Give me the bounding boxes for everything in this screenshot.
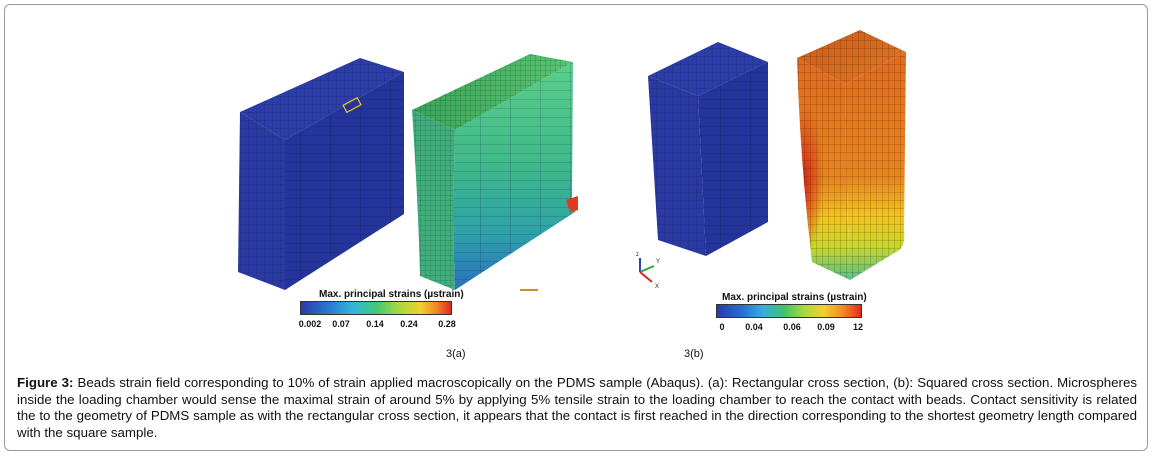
- caption-text: Beads strain field corresponding to 10% …: [17, 375, 1137, 440]
- panel-b-tick: 0.09: [817, 322, 835, 332]
- figure-graphics: z Y X: [238, 30, 906, 291]
- axis-x-label: X: [655, 284, 659, 290]
- panel-b-block-strained: [797, 30, 906, 280]
- panel-a-tick: 0.002: [298, 319, 322, 329]
- panel-a-colorbar: [300, 301, 452, 315]
- panel-a-label: 3(a): [446, 348, 466, 360]
- panel-b-tick: 12: [852, 322, 864, 332]
- panel-b-block-unstrained: [648, 42, 768, 256]
- panel-a-tick: 0.28: [438, 319, 456, 329]
- panel-a-block-strained: [412, 54, 578, 290]
- panel-a-legend-title: Max. principal strains (µstrain): [319, 289, 464, 300]
- panel-a-block-unstrained: [238, 58, 404, 290]
- panel-b-tick: 0: [719, 322, 725, 332]
- panel-a-tick: 0.24: [400, 319, 418, 329]
- panel-b-colorbar: [716, 304, 862, 318]
- panel-b-label: 3(b): [684, 348, 704, 360]
- panel-b-tick: 0.06: [783, 322, 801, 332]
- panel-a-tick: 0.07: [332, 319, 350, 329]
- axis-y-label: Y: [656, 259, 660, 265]
- figure-caption: Figure 3: Beads strain field correspondi…: [17, 375, 1137, 441]
- panel-b-ticks: 0 0.04 0.06 0.09 12: [716, 322, 864, 334]
- axis-triad: z Y X: [636, 252, 660, 290]
- panel-a-ticks: 0.002 0.07 0.14 0.24 0.28: [298, 319, 456, 331]
- caption-label: Figure 3:: [17, 375, 74, 390]
- figure-frame: [4, 4, 1148, 451]
- panel-b-legend-title: Max. principal strains (µstrain): [722, 292, 867, 303]
- panel-b-tick: 0.04: [745, 322, 763, 332]
- panel-a-tick: 0.14: [366, 319, 384, 329]
- axis-z-label: z: [636, 252, 639, 258]
